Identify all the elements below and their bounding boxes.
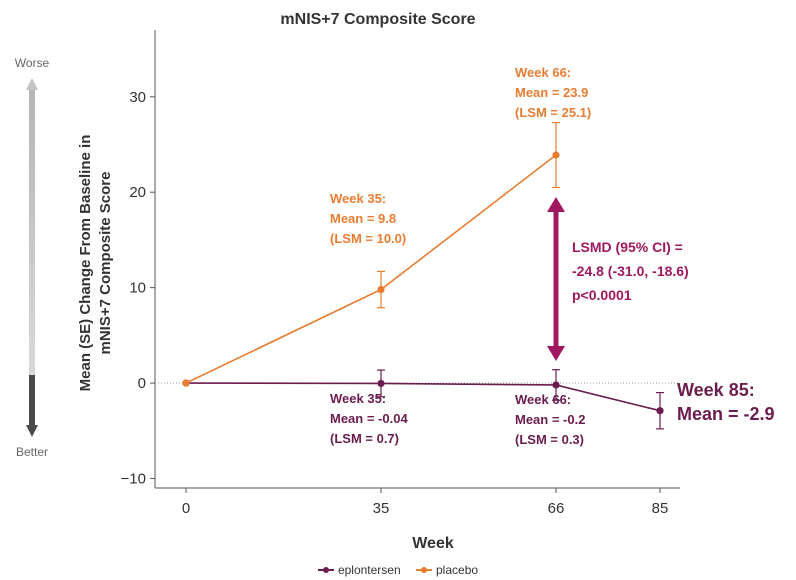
annotation-label: Mean = -0.04 <box>330 411 408 426</box>
y-tick-label: 30 <box>129 89 146 106</box>
y-tick-label: −10 <box>121 470 146 487</box>
y-tick-label: 0 <box>138 375 146 392</box>
difference-label: LSMD (95% CI) = <box>572 239 683 255</box>
annotation-label: Mean = -0.2 <box>515 412 585 427</box>
y-tick-label: 20 <box>129 184 146 201</box>
y-axis-label-line-2: mNIS+7 Composite Score <box>97 172 114 355</box>
annotation-label: (LSM = 0.3) <box>515 432 584 447</box>
data-point-placebo <box>377 285 385 294</box>
data-point-eplontersen <box>552 381 560 389</box>
annotation-label: (LSM = 25.1) <box>515 105 591 120</box>
annotation-label: (LSM = 0.7) <box>330 431 399 446</box>
legend-item-eplontersen: eplontersen <box>317 563 401 577</box>
annotation-label: Week 66: <box>515 65 571 80</box>
worse-label: Worse <box>15 56 50 70</box>
data-point-eplontersen <box>656 407 664 415</box>
chart-title: mNIS+7 Composite Score <box>280 11 475 28</box>
worse-arrow-head <box>26 78 38 90</box>
difference-arrow-head-bottom <box>547 346 565 362</box>
annotation-label: Mean = 9.8 <box>330 211 396 226</box>
legend-swatch-placebo <box>416 567 432 573</box>
difference-arrow-head-top <box>547 196 565 212</box>
x-tick-label: 35 <box>373 500 390 517</box>
x-tick-label: 85 <box>652 500 669 517</box>
better-label: Better <box>16 445 48 459</box>
annotation-label: Week 35: <box>330 391 386 406</box>
series-line-eplontersen <box>185 382 661 412</box>
annotation-label: Mean = -2.9 <box>677 404 775 424</box>
legend-swatch-eplontersen <box>317 567 334 573</box>
legend-item-placebo: placebo <box>416 563 478 577</box>
annotation-label: Week 85: <box>677 380 755 400</box>
difference-label: -24.8 (-31.0, -18.6) <box>572 263 689 279</box>
x-axis-label: Week <box>412 535 454 552</box>
legend: eplontersen placebo <box>0 560 796 577</box>
better-arrow-head <box>26 425 38 437</box>
worse-arrow-shaft <box>29 90 35 375</box>
data-point-placebo <box>552 151 560 159</box>
legend-label-eplontersen: eplontersen <box>337 563 401 577</box>
legend-label-placebo: placebo <box>436 563 479 577</box>
annotation-label: (LSM = 10.0) <box>330 231 406 246</box>
better-arrow-shaft <box>29 375 35 425</box>
annotation-label: Week 35: <box>330 191 386 206</box>
x-tick-label: 0 <box>182 500 190 517</box>
x-tick-label: 66 <box>548 500 565 517</box>
data-point-eplontersen <box>377 379 385 388</box>
series-line-placebo <box>185 154 557 384</box>
annotation-label: Mean = 23.9 <box>515 85 588 100</box>
y-tick-label: 10 <box>129 280 146 297</box>
data-point-placebo <box>182 379 190 387</box>
y-axis-label-line-1: Mean (SE) Change From Baseline in <box>77 135 94 392</box>
difference-label: p<0.0001 <box>572 287 632 303</box>
annotation-label: Week 66: <box>515 392 571 407</box>
chart-svg: mNIS+7 Composite Score −10 0 10 20 30 0 35 66 85 W… <box>15 11 775 552</box>
